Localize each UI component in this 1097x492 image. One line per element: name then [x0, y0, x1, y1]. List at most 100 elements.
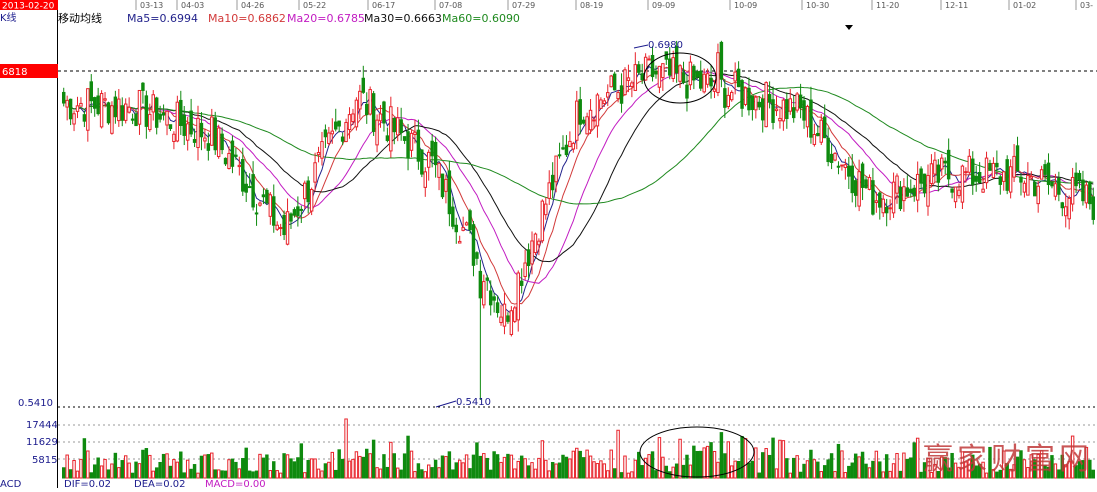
volume-bar [334, 469, 338, 479]
candles [62, 40, 1095, 400]
volume-bar [623, 455, 627, 479]
candle-body [482, 281, 486, 306]
candle-body [82, 114, 87, 122]
candle-body [640, 73, 644, 81]
volume-bar [805, 460, 810, 479]
candle-body [709, 77, 713, 87]
volume-bar [268, 470, 273, 479]
candle-body [451, 206, 455, 227]
candle-body [812, 134, 817, 145]
volume-bar [68, 469, 73, 479]
candle-body [533, 233, 538, 254]
candle-body [206, 143, 211, 151]
candle-body [79, 102, 83, 107]
volume-bar [371, 439, 376, 479]
candle-body [791, 107, 796, 119]
volume-bar [723, 453, 727, 479]
volume-bar [151, 470, 155, 479]
volume-bar [977, 463, 982, 479]
candle-body [292, 209, 297, 216]
candle-body [1081, 179, 1085, 202]
candle-body [853, 180, 858, 196]
date-tick-label: 09-09 [652, 1, 675, 10]
volume-bar [530, 462, 534, 479]
candle-body [117, 98, 121, 122]
candle-body [743, 87, 748, 105]
candle-body [674, 46, 679, 74]
candle-body [134, 113, 138, 127]
volume-bar [389, 441, 393, 479]
candle-body [974, 175, 978, 182]
volume-bar [478, 455, 483, 479]
volume-bar [72, 459, 76, 479]
date-tick-label: 10-09 [734, 1, 757, 10]
volume-bar [564, 456, 569, 479]
volume-label-high: 17444 [26, 420, 58, 431]
candle-body [382, 101, 386, 124]
candle-body [719, 41, 724, 80]
candle-body [1053, 183, 1058, 197]
volume-bar [430, 467, 434, 479]
candle-body [530, 240, 534, 265]
volume-bar [344, 418, 348, 479]
candle-body [940, 157, 944, 170]
volume-bar [247, 470, 252, 479]
volume-bar [709, 442, 713, 479]
volume-bar [860, 451, 865, 479]
candle-body [203, 137, 207, 142]
candle-body [519, 280, 524, 286]
volume-bar [1060, 454, 1065, 479]
candle-body [289, 213, 293, 222]
volume-bar [454, 462, 458, 479]
volume-bar [1077, 461, 1082, 479]
volume-bar [760, 452, 765, 479]
volume-bar [719, 432, 724, 479]
candle-body [723, 88, 727, 108]
volume-bar [840, 450, 844, 479]
candle-body [213, 117, 217, 151]
candle-body [826, 137, 830, 163]
candle-body [619, 85, 624, 104]
candle-body [1005, 159, 1009, 191]
candle-body [330, 130, 335, 135]
candle-body [475, 252, 479, 259]
volume-bar [571, 450, 576, 479]
candle-body [754, 96, 758, 111]
candle-body [285, 211, 290, 245]
volume-bar [788, 472, 792, 479]
volume-bars [62, 418, 1095, 479]
candle-body [199, 122, 204, 138]
volume-bar [678, 438, 682, 479]
candle-body [767, 93, 772, 103]
volume-bar [891, 463, 896, 479]
volume-bar [1022, 459, 1027, 479]
volume-bar [406, 435, 410, 479]
volume-bar [575, 447, 579, 479]
volume-bar [426, 464, 431, 479]
volume-bar [523, 458, 527, 479]
candle-body [354, 99, 359, 128]
date-tick-label: 03- [1080, 1, 1093, 10]
volume-bar [547, 470, 551, 479]
candle-body [468, 210, 472, 231]
candle-body [337, 120, 341, 127]
candle-body [1026, 175, 1030, 196]
candle-body [144, 95, 149, 127]
volume-bar [303, 472, 307, 479]
volume-bar [313, 458, 317, 479]
candle-body [581, 119, 586, 124]
volume-bar [929, 471, 934, 479]
collapse-arrow-icon[interactable] [845, 25, 853, 30]
candle-body [588, 109, 593, 131]
volume-bar [323, 463, 328, 479]
candle-body [764, 82, 768, 128]
candle-body [623, 69, 627, 96]
candle-body [836, 165, 841, 168]
candle-body [306, 180, 310, 203]
candle-body [833, 152, 837, 161]
volume-bar [791, 457, 796, 479]
volume-bar [440, 455, 445, 479]
candle-body [933, 159, 937, 175]
candle-body [464, 222, 469, 226]
